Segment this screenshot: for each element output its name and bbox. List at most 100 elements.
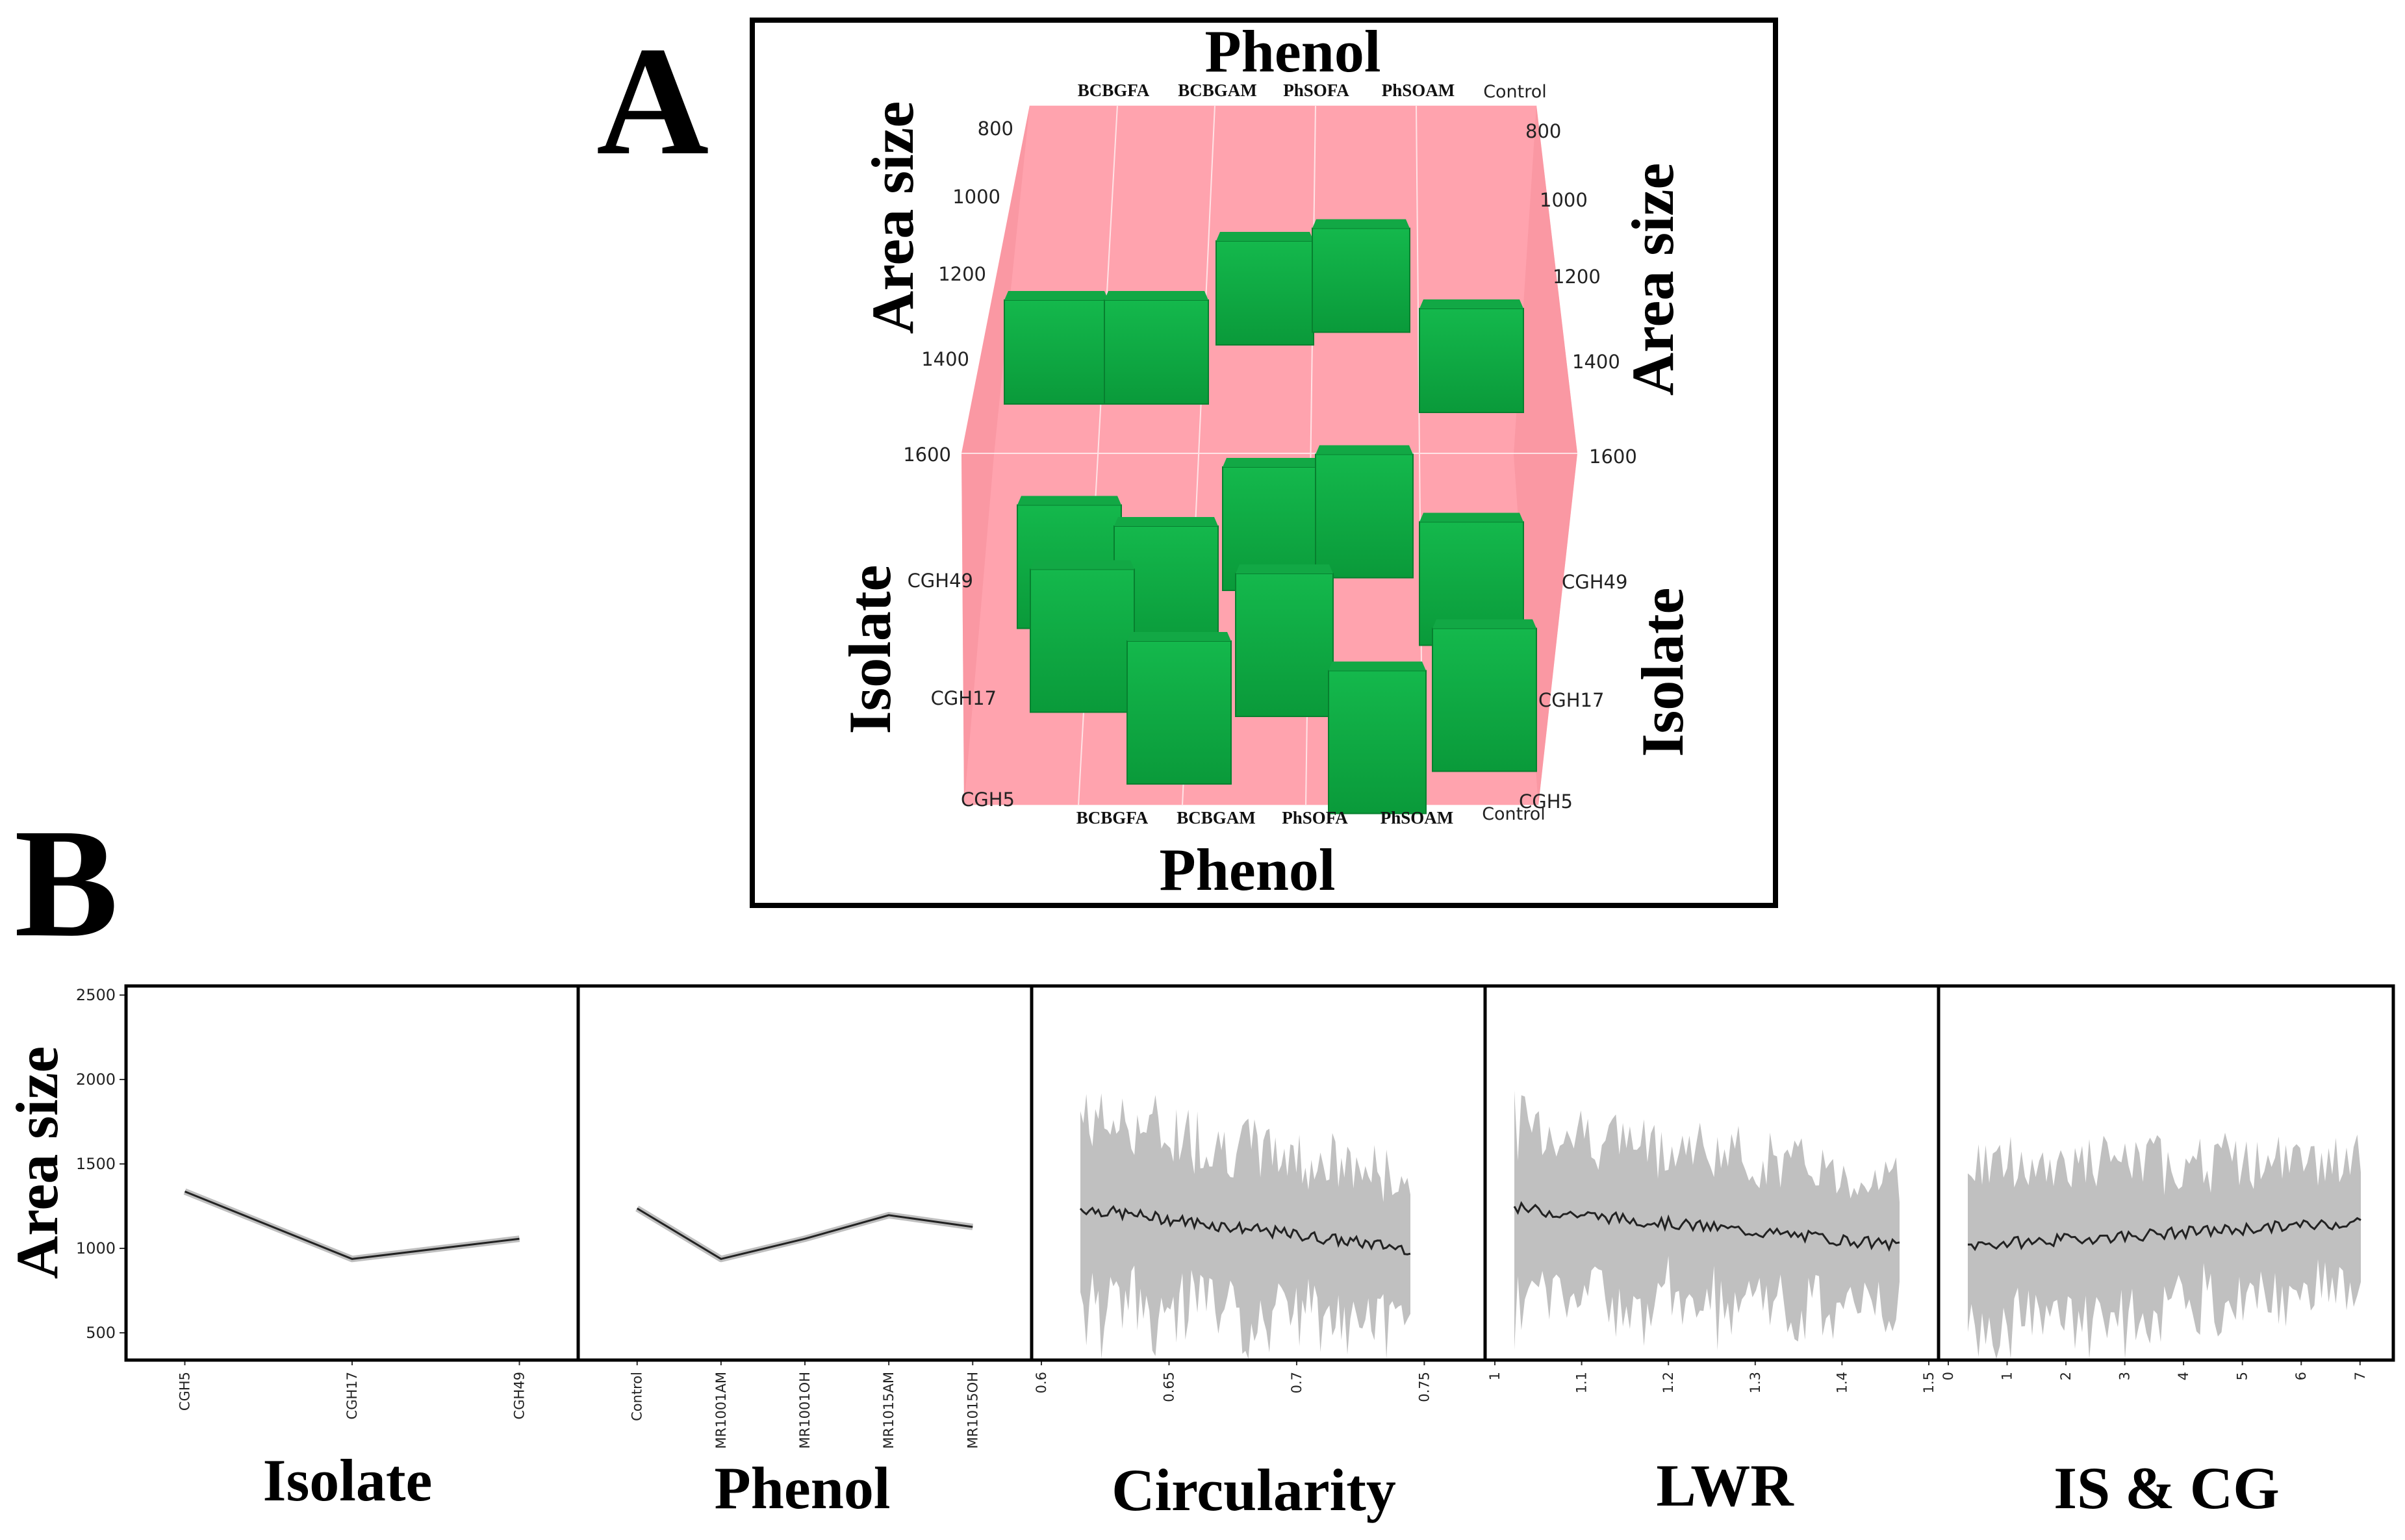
- series-line-isolate: [184, 1191, 520, 1260]
- xlabel-is-cg: IS & CG: [2054, 1455, 2280, 1521]
- series-line-lwr: [1513, 1201, 1900, 1252]
- xlabel-circularity: Circularity: [1112, 1457, 1396, 1523]
- bar-3d-top: [1419, 299, 1523, 309]
- series-line-circularity: [1079, 1205, 1411, 1256]
- panel-b-yaxis: 2500 2000 1500 1000 500: [76, 986, 126, 1342]
- isolate-tick-left: CGH49: [908, 570, 973, 592]
- bar-3d: [1235, 573, 1334, 717]
- subplot-frame-is-cg: [1937, 984, 2395, 1362]
- bar-3d-top: [1030, 560, 1134, 570]
- phenol-tick-bottom: Control: [1482, 804, 1546, 824]
- bar-3d-top: [1329, 661, 1426, 671]
- panel-b: Area size 2500 2000 1500 1000 500 CGH5 CG…: [4, 984, 2395, 1523]
- xtick-label: 1: [1487, 1372, 1503, 1380]
- xtick-label: 0.6: [1034, 1372, 1049, 1393]
- series-line-phenol: [636, 1207, 973, 1260]
- bar-3d: [1004, 299, 1109, 405]
- area-tick-left: 800: [978, 118, 1013, 140]
- xtick-label: 2: [2058, 1372, 2074, 1380]
- bar-3d: [1315, 453, 1414, 579]
- bar-3d: [1419, 308, 1524, 413]
- xlabel-lwr: LWR: [1656, 1452, 1794, 1519]
- isolate-tick-left: CGH17: [931, 687, 997, 709]
- bar-3d-top: [1004, 291, 1108, 300]
- bar-3d: [1312, 227, 1410, 333]
- xtick-label: 1.4: [1834, 1372, 1850, 1393]
- xtick-label: 6: [2293, 1372, 2309, 1380]
- isolate-tick-right: CGH49: [1562, 571, 1627, 593]
- confidence-band-is-cg: [1968, 1132, 2361, 1359]
- bar-3d-top: [1216, 232, 1314, 241]
- subplot-frame-isolate: [124, 984, 580, 1362]
- bar-3d-top: [1432, 619, 1536, 629]
- xtick-label: 1: [2000, 1372, 2015, 1380]
- bar-3d: [1432, 627, 1537, 772]
- bar-3d-top: [1316, 445, 1413, 455]
- bar-3d: [1328, 670, 1427, 814]
- bar-3d: [1126, 640, 1232, 785]
- area-size-label-right: Area size: [1620, 163, 1686, 396]
- isolate-label-right: Isolate: [1629, 588, 1696, 757]
- bar-3d-top: [1017, 496, 1121, 505]
- isolate-tick-right: CGH5: [1519, 790, 1573, 813]
- xtick-label: MR1001AM: [713, 1372, 729, 1449]
- xtick-label: 0.75: [1416, 1372, 1432, 1402]
- confidence-band-lwr: [1514, 1090, 1900, 1351]
- xtick-label: MR1015AM: [881, 1372, 897, 1449]
- xtick-label: 1.1: [1574, 1372, 1590, 1393]
- isolate-tick-right: CGH17: [1538, 689, 1604, 711]
- phenol-tick-top: PhSOAM: [1382, 81, 1455, 100]
- xtick-label: 5: [2235, 1372, 2250, 1380]
- xtick-label: CGH5: [177, 1372, 192, 1411]
- confidence-band-isolate: [183, 1188, 520, 1263]
- area-tick-right: 800: [1525, 120, 1561, 142]
- phenol-tick-top: Control: [1483, 82, 1547, 102]
- ytick: 2500: [76, 986, 116, 1004]
- bar-3d-top: [1419, 512, 1523, 522]
- panel-a: Phenol Phenol Area size Area size Isolat…: [750, 18, 1778, 908]
- bar-3d-top: [1127, 632, 1231, 641]
- phenol-tick-bottom: PhSOFA: [1282, 808, 1348, 827]
- bar-3d: [1104, 299, 1209, 405]
- bar-3d-top: [1223, 458, 1320, 467]
- xlabel-isolate: Isolate: [263, 1447, 433, 1513]
- area-tick-left: 1200: [938, 263, 986, 285]
- area-tick-right: 1200: [1553, 266, 1601, 288]
- bar-3d-top: [1236, 564, 1333, 574]
- xtick-label: 4: [2176, 1372, 2191, 1380]
- phenol-tick-top: BCBGAM: [1178, 81, 1257, 100]
- panel-label-a: A: [596, 14, 709, 187]
- phenol-tick-top: BCBGFA: [1078, 81, 1150, 100]
- bar-3d-top: [1312, 219, 1410, 229]
- ytick: 2000: [76, 1070, 116, 1089]
- xtick-label: Control: [630, 1372, 645, 1421]
- series-line-is-cg: [1967, 1217, 2361, 1252]
- isolate-tick-left: CGH5: [961, 789, 1015, 811]
- subplot-frame-phenol: [576, 984, 1034, 1362]
- area-tick-right: 1000: [1540, 189, 1588, 211]
- xtick-label: CGH17: [344, 1372, 360, 1419]
- panel-label-b: B: [14, 796, 118, 969]
- phenol-tick-top: PhSOFA: [1283, 81, 1349, 100]
- phenol-title-top: Phenol: [1205, 18, 1381, 84]
- isolate-label-left: Isolate: [837, 565, 903, 735]
- xtick-label: 7: [2352, 1372, 2368, 1380]
- phenol-title-bottom: Phenol: [1160, 837, 1336, 903]
- xtick-label: MR1001OH: [797, 1372, 813, 1448]
- bar-3d: [1030, 568, 1135, 713]
- xtick-label: 1.2: [1661, 1372, 1676, 1393]
- xtick-label: CGH49: [512, 1372, 528, 1419]
- ytick: 500: [86, 1324, 116, 1342]
- panel-b-ylabel: Area size: [4, 1046, 70, 1279]
- phenol-tick-bottom: BCBGAM: [1177, 808, 1256, 827]
- bar-3d-top: [1114, 517, 1218, 526]
- ytick: 1500: [76, 1155, 116, 1173]
- confidence-band-circularity: [1080, 1093, 1410, 1359]
- ytick: 1000: [76, 1239, 116, 1257]
- phenol-tick-bottom: BCBGFA: [1076, 808, 1149, 827]
- bar-3d: [1215, 240, 1314, 346]
- area-tick-left: 1600: [903, 444, 951, 466]
- bars-3d: [1004, 219, 1537, 814]
- xtick-label: 1.5: [1921, 1372, 1937, 1393]
